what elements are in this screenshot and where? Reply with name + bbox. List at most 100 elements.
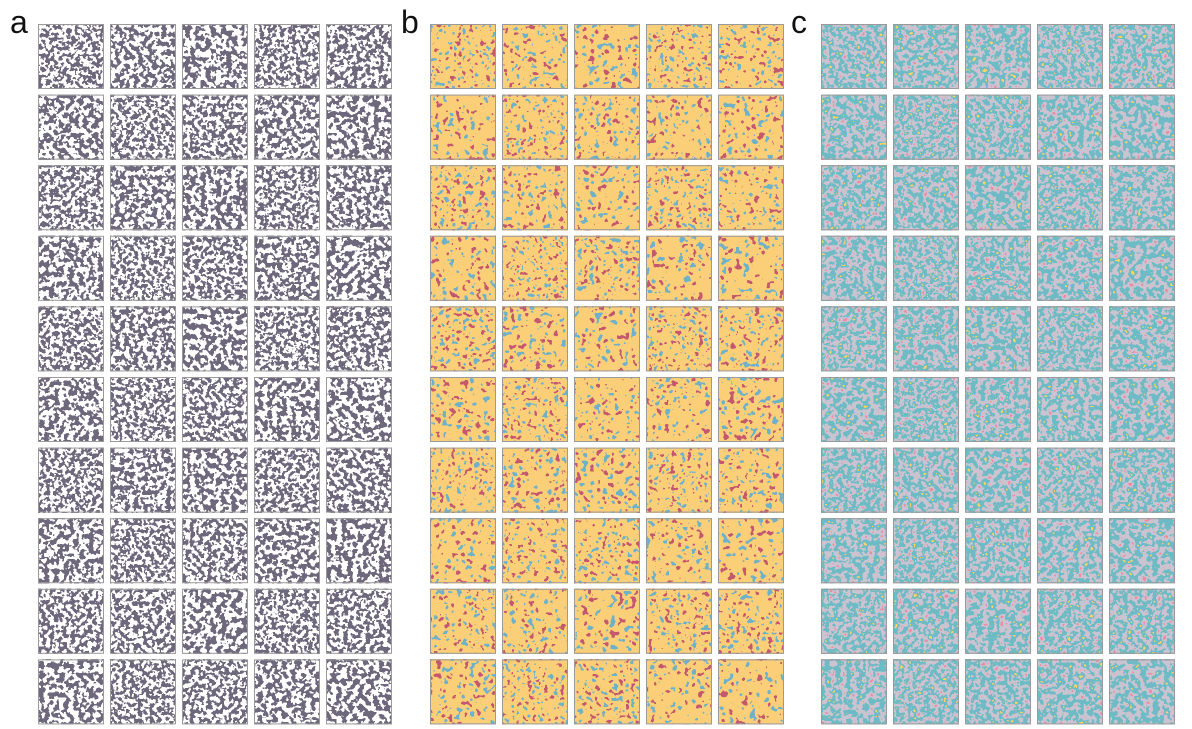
texture-tile (718, 24, 784, 89)
texture-tile (430, 236, 496, 301)
texture-tile (646, 306, 712, 371)
texture-tile (1109, 95, 1175, 160)
texture-tile (254, 377, 320, 442)
texture-tile (254, 448, 320, 513)
texture-tile (893, 236, 959, 301)
texture-tile (718, 518, 784, 583)
texture-tile (326, 236, 392, 301)
texture-tile (965, 95, 1031, 160)
texture-tile (1037, 165, 1103, 230)
texture-tile (326, 95, 392, 160)
texture-tile (646, 95, 712, 160)
texture-tile (574, 518, 640, 583)
texture-tile (502, 659, 568, 724)
texture-tile (718, 95, 784, 160)
texture-tile (821, 659, 887, 724)
texture-tile (502, 306, 568, 371)
texture-tile (574, 377, 640, 442)
texture-tile (718, 659, 784, 724)
texture-tile (110, 518, 176, 583)
texture-tile (110, 589, 176, 654)
texture-tile (38, 518, 104, 583)
texture-tile (254, 24, 320, 89)
texture-tile (718, 306, 784, 371)
texture-tile (326, 589, 392, 654)
texture-tile (254, 306, 320, 371)
texture-tile (38, 236, 104, 301)
texture-tile (646, 448, 712, 513)
texture-tile (1109, 589, 1175, 654)
texture-tile (718, 448, 784, 513)
texture-tile (965, 377, 1031, 442)
texture-tile (1037, 659, 1103, 724)
texture-tile (430, 165, 496, 230)
panel-label: a (10, 4, 28, 40)
texture-tile (502, 95, 568, 160)
texture-tile (821, 589, 887, 654)
texture-tile (1037, 306, 1103, 371)
texture-tile (1109, 165, 1175, 230)
texture-tile (821, 377, 887, 442)
texture-tile (965, 306, 1031, 371)
texture-tile (646, 236, 712, 301)
texture-tile (430, 95, 496, 160)
texture-tile (646, 659, 712, 724)
panel-label: b (401, 4, 419, 40)
texture-tile (821, 448, 887, 513)
texture-tile (893, 589, 959, 654)
texture-tile (326, 377, 392, 442)
texture-tile (893, 95, 959, 160)
texture-tile (38, 306, 104, 371)
texture-tile (574, 306, 640, 371)
texture-tile (110, 306, 176, 371)
texture-tile (182, 518, 248, 583)
texture-tile (965, 448, 1031, 513)
texture-tile (718, 377, 784, 442)
texture-tile (821, 236, 887, 301)
texture-tile (182, 95, 248, 160)
texture-tile (182, 236, 248, 301)
texture-tile (326, 659, 392, 724)
texture-tile (430, 589, 496, 654)
texture-tile (821, 24, 887, 89)
figure: a b c (0, 0, 1192, 729)
texture-tile (502, 589, 568, 654)
texture-tile (254, 236, 320, 301)
texture-tile (326, 518, 392, 583)
texture-tile (38, 448, 104, 513)
texture-tile (1037, 448, 1103, 513)
texture-tile (965, 659, 1031, 724)
texture-tile (574, 236, 640, 301)
texture-tile (326, 24, 392, 89)
texture-tile (430, 24, 496, 89)
texture-tile (1109, 377, 1175, 442)
texture-tile (574, 448, 640, 513)
texture-tile (254, 95, 320, 160)
texture-tile (821, 165, 887, 230)
texture-tile (574, 24, 640, 89)
texture-tile (718, 236, 784, 301)
texture-tile (821, 518, 887, 583)
texture-tile (110, 165, 176, 230)
texture-tile (502, 518, 568, 583)
texture-tile (646, 165, 712, 230)
texture-tile (646, 518, 712, 583)
texture-tile (182, 589, 248, 654)
texture-tile (646, 377, 712, 442)
texture-tile (646, 589, 712, 654)
texture-tile (718, 165, 784, 230)
texture-tile (1037, 589, 1103, 654)
texture-tile (38, 589, 104, 654)
panel-label: c (791, 4, 807, 40)
texture-tile (718, 589, 784, 654)
texture-tile (430, 659, 496, 724)
texture-tile (821, 95, 887, 160)
texture-tile (254, 518, 320, 583)
texture-tile (326, 448, 392, 513)
texture-tile (326, 165, 392, 230)
texture-tile (182, 24, 248, 89)
texture-tile (965, 236, 1031, 301)
texture-tile (893, 306, 959, 371)
texture-tile (110, 659, 176, 724)
texture-tile (182, 659, 248, 724)
